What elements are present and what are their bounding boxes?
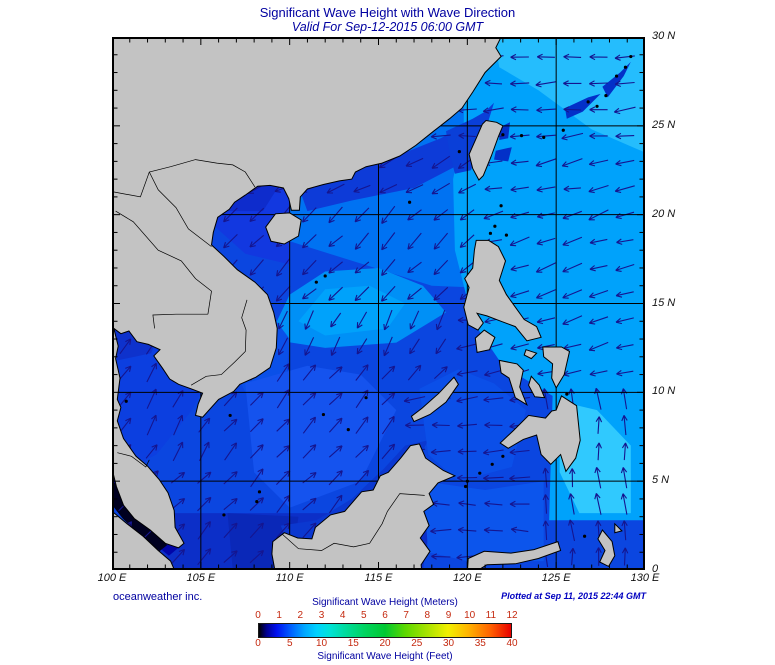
mrow-tick-0: 0 — [255, 610, 261, 621]
frow-tick-0: 0 — [255, 638, 261, 649]
frow-tick-15: 15 — [347, 638, 359, 649]
mrow-tick-7: 7 — [403, 610, 409, 621]
mrow-tick-4: 4 — [339, 610, 346, 621]
wave-map — [112, 37, 645, 570]
lat-label-30: 30 N — [652, 30, 676, 42]
mrow-tick-10: 10 — [464, 610, 476, 621]
mrow-tick-12: 12 — [506, 610, 518, 621]
island-dots — [124, 54, 633, 538]
frow-tick-25: 25 — [411, 638, 423, 649]
valid-time-subtitle: Valid For Sep-12-2015 06:00 GMT — [291, 20, 484, 34]
frow-tick-20: 20 — [379, 638, 391, 649]
lat-label-20: 20 N — [652, 207, 676, 220]
lon-label-130: 130 E — [630, 572, 660, 584]
page-title: Significant Wave Height with Wave Direct… — [259, 5, 516, 20]
legend-meters-label: Significant Wave Height (Meters) — [312, 597, 458, 608]
mrow-tick-11: 11 — [485, 610, 497, 621]
map-area — [112, 37, 645, 570]
lat-label-15: 15 N — [652, 296, 676, 309]
legend-feet-ticks: 0 5 10 15 20 25 30 35 40 — [255, 638, 517, 651]
lon-label-115: 115 E — [364, 572, 393, 584]
legend-meters-ticks: 0 1 2 3 4 5 6 7 8 9 10 11 12 — [255, 610, 517, 623]
frow-tick-35: 35 — [474, 638, 486, 649]
lat-label-10: 10 N — [652, 385, 676, 398]
lon-label-100: 100 E — [97, 572, 127, 584]
mrow-tick-3: 3 — [318, 610, 325, 621]
lat-label-0: 0 — [652, 563, 659, 575]
lon-label-110: 110 E — [275, 572, 304, 584]
frow-tick-30: 30 — [442, 638, 455, 649]
lon-label-125: 125 E — [541, 572, 571, 584]
mrow-tick-9: 9 — [445, 610, 452, 621]
mrow-tick-6: 6 — [382, 610, 388, 621]
lat-label-25: 25 N — [652, 118, 676, 131]
mrow-tick-1: 1 — [276, 610, 282, 621]
lat-label-5: 5 N — [652, 474, 670, 487]
plotted-timestamp: Plotted at Sep 11, 2015 22:44 GMT — [501, 591, 646, 601]
lon-label-105: 105 E — [186, 572, 216, 584]
frow-tick-10: 10 — [315, 638, 328, 649]
mrow-tick-5: 5 — [361, 610, 367, 621]
mrow-tick-8: 8 — [424, 610, 431, 621]
frow-tick-5: 5 — [286, 638, 293, 649]
credit-text: oceanweather inc. — [113, 591, 203, 603]
frow-tick-40: 40 — [506, 638, 518, 649]
land-layer — [112, 37, 623, 570]
lon-label-120: 120 E — [452, 572, 482, 584]
legend-feet-label: Significant Wave Height (Feet) — [317, 651, 453, 662]
country-borders — [112, 159, 425, 551]
wave-height-colorbar — [258, 623, 512, 638]
map-frame — [112, 37, 645, 570]
mrow-tick-2: 2 — [297, 610, 304, 621]
